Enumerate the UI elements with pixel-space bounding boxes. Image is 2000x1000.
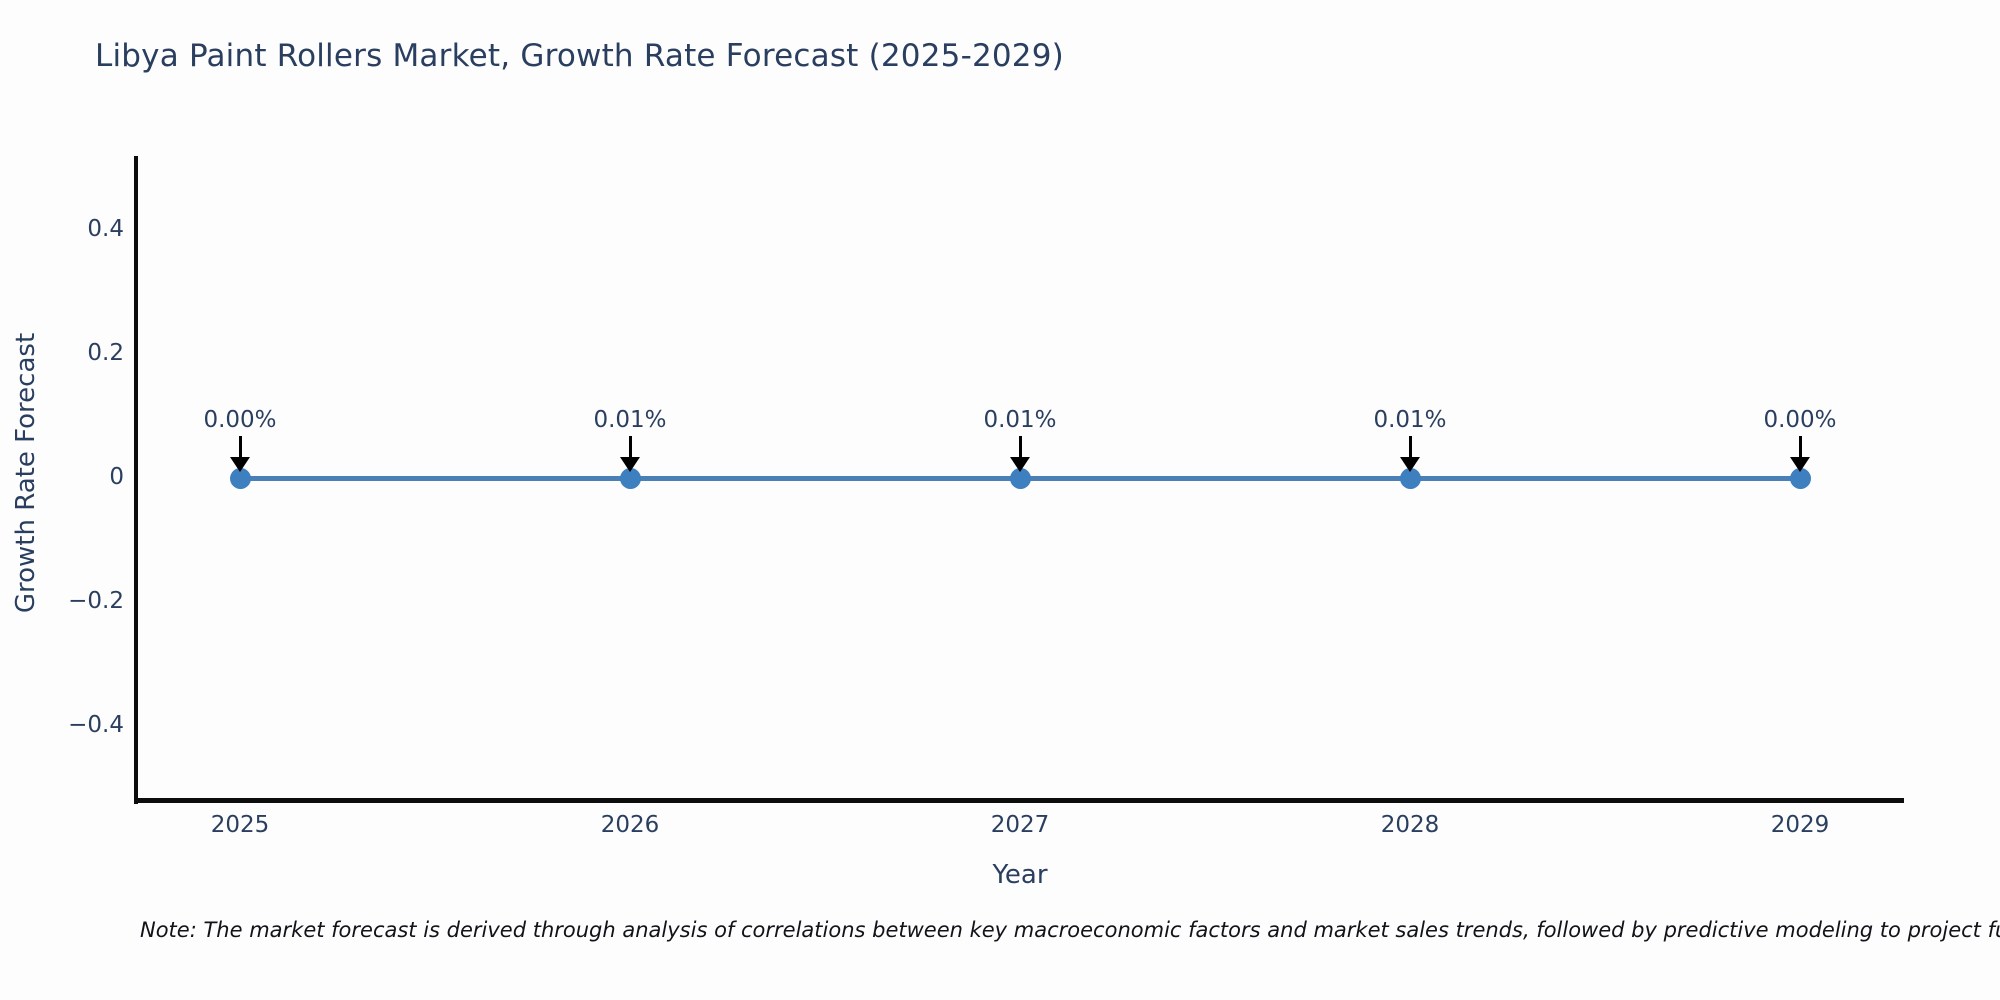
x-tick-label: 2027 (990, 812, 1050, 838)
annotation-arrow-head-icon (1010, 457, 1030, 472)
data-point-marker (619, 467, 641, 489)
annotation-arrow-shaft (1018, 436, 1022, 459)
point-value-label: 0.01% (1373, 407, 1447, 433)
point-value-label: 0.01% (983, 407, 1057, 433)
y-tick-label: 0.4 (87, 216, 124, 243)
annotation-arrow-shaft (238, 436, 242, 459)
point-value-label: 0.00% (1763, 407, 1837, 433)
annotation-arrow-head-icon (1790, 457, 1810, 472)
data-point-marker (1399, 467, 1421, 489)
x-axis-title: Year (992, 860, 1048, 890)
annotation-arrow-shaft (1798, 436, 1802, 459)
y-tick-label: 0 (109, 464, 124, 490)
annotation-arrow-head-icon (620, 457, 640, 472)
footnote: Note: The market forecast is derived thr… (140, 918, 2000, 942)
y-tick-label: −0.4 (68, 711, 124, 738)
x-tick-label: 2028 (1380, 812, 1440, 838)
point-value-label: 0.00% (203, 407, 277, 433)
x-axis-line (134, 798, 1904, 803)
y-tick-label: −0.2 (68, 587, 124, 614)
y-tick-label: 0.2 (87, 340, 124, 367)
data-point-marker (229, 467, 251, 489)
annotation-arrow-head-icon (1400, 457, 1420, 472)
annotation-arrow-head-icon (230, 457, 250, 472)
data-point-marker (1009, 467, 1031, 489)
x-tick-label: 2026 (600, 812, 660, 838)
x-tick-label: 2025 (210, 812, 270, 838)
annotation-arrow-shaft (628, 436, 632, 459)
y-axis-line (134, 156, 138, 804)
data-point-marker (1789, 467, 1811, 489)
point-value-label: 0.01% (593, 407, 667, 433)
x-tick-label: 2029 (1770, 812, 1830, 838)
chart-title: Libya Paint Rollers Market, Growth Rate … (95, 38, 1064, 74)
annotation-arrow-shaft (1408, 436, 1412, 459)
